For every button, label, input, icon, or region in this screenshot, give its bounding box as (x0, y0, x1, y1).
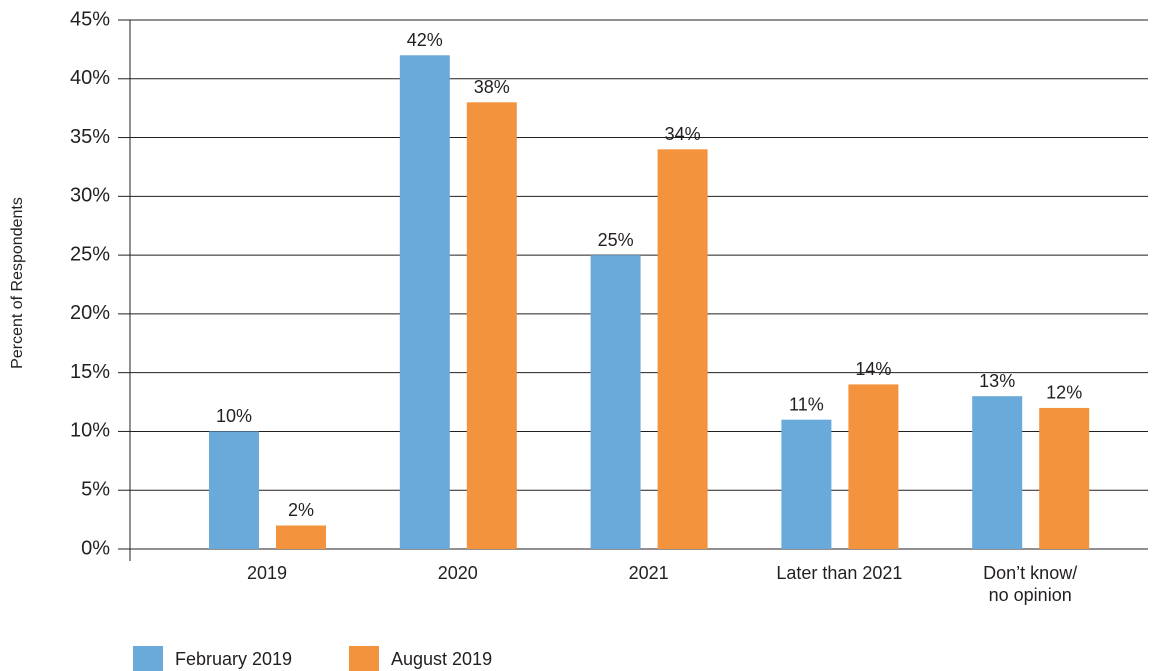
x-tick-label: 2020 (437, 563, 478, 583)
bar (657, 149, 708, 550)
bar (399, 55, 450, 550)
data-label: 42% (407, 30, 443, 50)
bar (848, 384, 899, 549)
bar (781, 419, 832, 549)
data-label: 2% (288, 500, 314, 520)
data-label: 14% (855, 359, 891, 379)
bar (590, 255, 641, 549)
data-label: 13% (979, 371, 1015, 391)
bar (276, 525, 326, 549)
y-tick-label: 5% (81, 479, 110, 501)
data-label: 10% (216, 406, 252, 426)
bar (972, 396, 1023, 549)
x-tick-label: 2021 (628, 563, 669, 583)
x-tick-label: 2019 (246, 563, 288, 583)
y-tick-label: 35% (70, 126, 110, 148)
y-tick-label: 15% (70, 361, 110, 383)
y-tick-label: 40% (70, 67, 110, 89)
y-tick-label: 20% (70, 302, 110, 324)
y-tick-label: 25% (70, 243, 110, 265)
legend-label: August 2019 (391, 649, 492, 669)
x-tick-label: Don’t know/ no opinion (983, 563, 1078, 605)
data-label: 25% (598, 230, 634, 250)
data-label: 38% (474, 77, 510, 97)
legend-swatch (349, 646, 379, 671)
y-tick-label: 0% (81, 537, 110, 559)
y-axis-label: Percent of Respondents (9, 197, 26, 369)
bar (1039, 407, 1090, 549)
y-tick-label: 30% (70, 185, 110, 207)
bar (209, 431, 259, 549)
data-label: 34% (665, 124, 701, 144)
bar (466, 102, 517, 550)
y-tick-label: 10% (70, 420, 110, 442)
legend-swatch (133, 646, 163, 671)
data-label: 11% (789, 394, 824, 414)
legend-label: February 2019 (175, 649, 292, 669)
y-tick-label: 45% (70, 8, 110, 30)
x-tick-label: Later than 2021 (776, 563, 903, 583)
data-label: 12% (1046, 383, 1082, 403)
